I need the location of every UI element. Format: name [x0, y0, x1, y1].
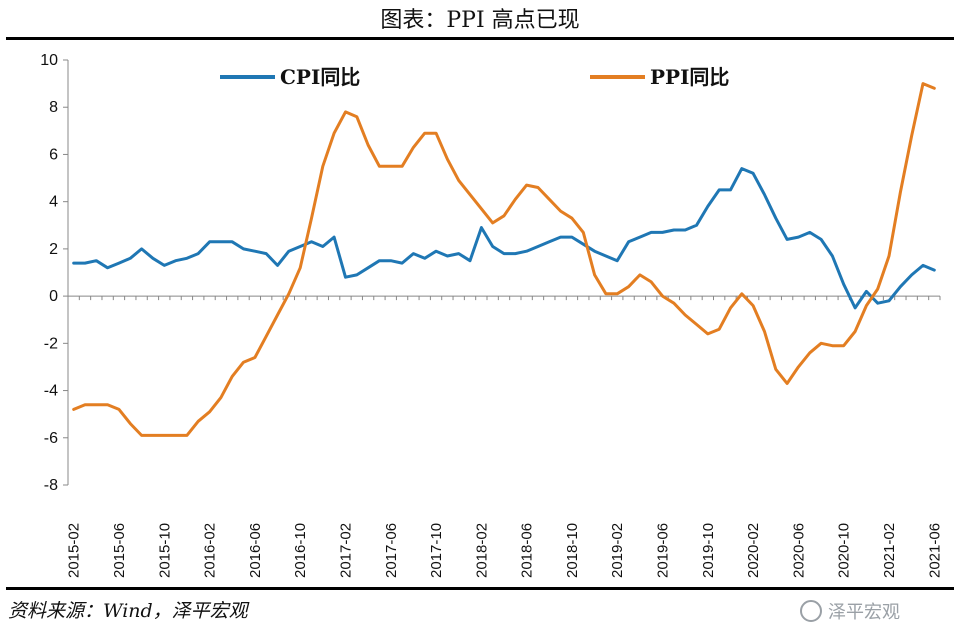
x-tick-label: 2018-06	[519, 523, 536, 578]
x-tick-label: 2016-06	[247, 523, 264, 578]
y-tick-label: -6	[44, 430, 58, 447]
y-tick-label: -2	[44, 335, 58, 352]
x-tick-label: 2020-10	[836, 523, 853, 578]
series-line-cpi	[72, 167, 936, 310]
watermark-text: 泽平宏观	[828, 602, 900, 623]
line-chart: -8 -6 -4 -2 0 2 4 6 8 10 2015-02 2015-06 2015-10 2016…	[40, 52, 943, 578]
x-tick-label: 2015-06	[111, 523, 128, 578]
y-tick-label: 8	[49, 99, 58, 116]
x-tick-label: 2015-02	[66, 523, 83, 578]
legend-label-ppi: PPI同比	[650, 65, 729, 89]
x-tick-label: 2020-02	[745, 523, 762, 578]
x-tick-label: 2017-02	[337, 523, 354, 578]
y-tick-label: 2	[49, 241, 58, 258]
x-tick-label: 2016-02	[202, 523, 219, 578]
x-tick-label: 2018-10	[564, 523, 581, 578]
x-tick-label: 2021-02	[881, 523, 898, 578]
x-tick-label: 2017-06	[383, 523, 400, 578]
y-tick-label: 0	[49, 288, 58, 305]
y-tick-label: 6	[49, 146, 58, 163]
y-tick-label: -4	[44, 383, 58, 400]
bottom-rule	[6, 587, 954, 590]
x-tick-label: 2018-02	[473, 523, 490, 578]
x-tick-label: 2019-06	[655, 523, 672, 578]
source-note: 资料来源：Wind，泽平宏观	[8, 600, 248, 622]
x-tick-label: 2015-10	[156, 523, 173, 578]
watermark: 泽平宏观	[800, 598, 900, 624]
chart-title: 图表：PPI 高点已现	[380, 8, 580, 33]
wechat-icon	[800, 600, 822, 622]
y-tick-label: 10	[40, 52, 58, 69]
top-rule	[6, 37, 954, 40]
series-line-ppi	[72, 82, 936, 437]
x-tick-label: 2020-06	[790, 523, 807, 578]
x-tick-label: 2019-02	[609, 523, 626, 578]
x-tick-label: 2017-10	[428, 523, 445, 578]
legend-label-cpi: CPI同比	[280, 65, 360, 89]
y-tick-label: -8	[44, 477, 58, 494]
x-tick-label: 2021-06	[926, 523, 943, 578]
y-tick-label: 4	[49, 194, 58, 211]
x-tick-label: 2016-10	[292, 523, 309, 578]
x-tick-label: 2019-10	[700, 523, 717, 578]
